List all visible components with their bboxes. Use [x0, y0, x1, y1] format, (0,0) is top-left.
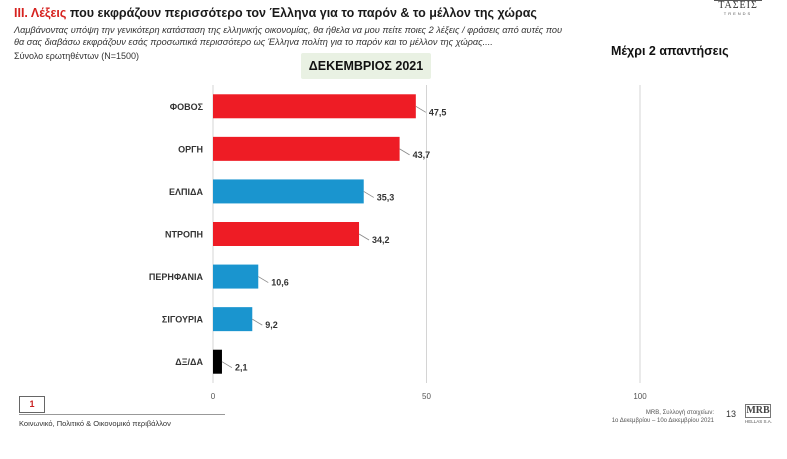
- value-leader-line: [399, 148, 410, 156]
- mrb-logo-text: MRB: [745, 404, 771, 418]
- value-leader-line: [221, 361, 233, 369]
- value-label: 10,6: [271, 278, 289, 288]
- taseis-logo-sub: TRENDS: [723, 11, 753, 16]
- value-leader-line: [258, 276, 269, 283]
- category-label: ΝΤΡΟΠΗ: [165, 230, 203, 240]
- period-label: ΔΕΚΕΜΒΡΙΟΣ 2021: [301, 53, 431, 79]
- mrb-logo: MRB HELLAS S.A.: [745, 404, 773, 428]
- value-label: 34,2: [372, 235, 390, 245]
- slide-title: ΙΙΙ. Λέξεις που εκφράζουν περισσότερο το…: [14, 6, 537, 20]
- value-leader-line: [415, 105, 427, 113]
- bar: [213, 264, 259, 289]
- bar: [213, 136, 400, 161]
- x-tick-label: 50: [422, 392, 431, 401]
- category-label: ΣΙΓΟΥΡΙΑ: [162, 315, 204, 325]
- bar: [213, 94, 416, 119]
- x-tick-label: 100: [633, 392, 647, 401]
- category-label: ΔΞ/ΔΑ: [175, 357, 203, 367]
- taseis-logo-text: ΤΑΣΕΙΣ: [718, 0, 758, 11]
- slide-number: 13: [726, 409, 737, 419]
- title-accent: Λέξεις: [30, 6, 67, 20]
- value-leader-line: [358, 233, 370, 241]
- bar: [213, 179, 364, 204]
- taseis-logo: ΤΑΣΕΙΣ TRENDS: [714, 0, 762, 16]
- answers-note: Μέχρι 2 απαντήσεις: [611, 44, 729, 58]
- category-label: ΠΕΡΗΦΑΝΙΑ: [149, 272, 204, 282]
- value-leader-line: [252, 318, 263, 326]
- footer-source: MRB, Συλλογή στοιχείων: 1ο Δεκεμβρίου – …: [612, 409, 714, 425]
- bar: [213, 307, 253, 332]
- footer-section-text: Κοινωνικό, Πολιτικό & Οικονομικό περιβάλ…: [19, 419, 171, 428]
- bar: [213, 349, 222, 374]
- title-rest: που εκφράζουν περισσότερο τον Έλληνα για…: [69, 6, 537, 20]
- x-tick-label: 0: [211, 392, 216, 401]
- title-section: ΙΙΙ.: [14, 6, 28, 20]
- footer-source-line2: 1ο Δεκεμβρίου – 10ο Δεκεμβρίου 2021: [611, 418, 714, 424]
- category-label: ΦΟΒΟΣ: [170, 102, 204, 112]
- axis-layer: 0 50 100: [211, 392, 647, 401]
- footer-divider: [19, 414, 225, 415]
- bar-layer: ΦΟΒΟΣ 47,5 ΟΡΓΗ 43,7 ΕΛΠΙΔΑ 35,3 ΝΤΡΟΠΗ 34,2 ΠΕΡ…: [149, 94, 447, 374]
- section-number-box: 1: [19, 396, 45, 413]
- bar: [213, 222, 360, 246]
- value-label: 35,3: [377, 192, 395, 202]
- category-label: ΕΛΠΙΔΑ: [169, 187, 203, 197]
- value-label: 47,5: [429, 107, 447, 117]
- value-label: 43,7: [413, 150, 431, 160]
- question-text: Λαμβάνοντας υπόψη την γενικότερη κατάστα…: [14, 25, 563, 47]
- value-label: 2,1: [235, 363, 248, 373]
- footer-source-line1: MRB, Συλλογή στοιχείων:: [645, 410, 714, 416]
- value-label: 9,2: [265, 320, 278, 330]
- sample-base: Σύνολο ερωτηθέντων (Ν=1500): [14, 51, 140, 61]
- category-label: ΟΡΓΗ: [178, 144, 203, 154]
- mrb-logo-sub: HELLAS S.A.: [745, 419, 773, 424]
- value-leader-line: [363, 191, 374, 198]
